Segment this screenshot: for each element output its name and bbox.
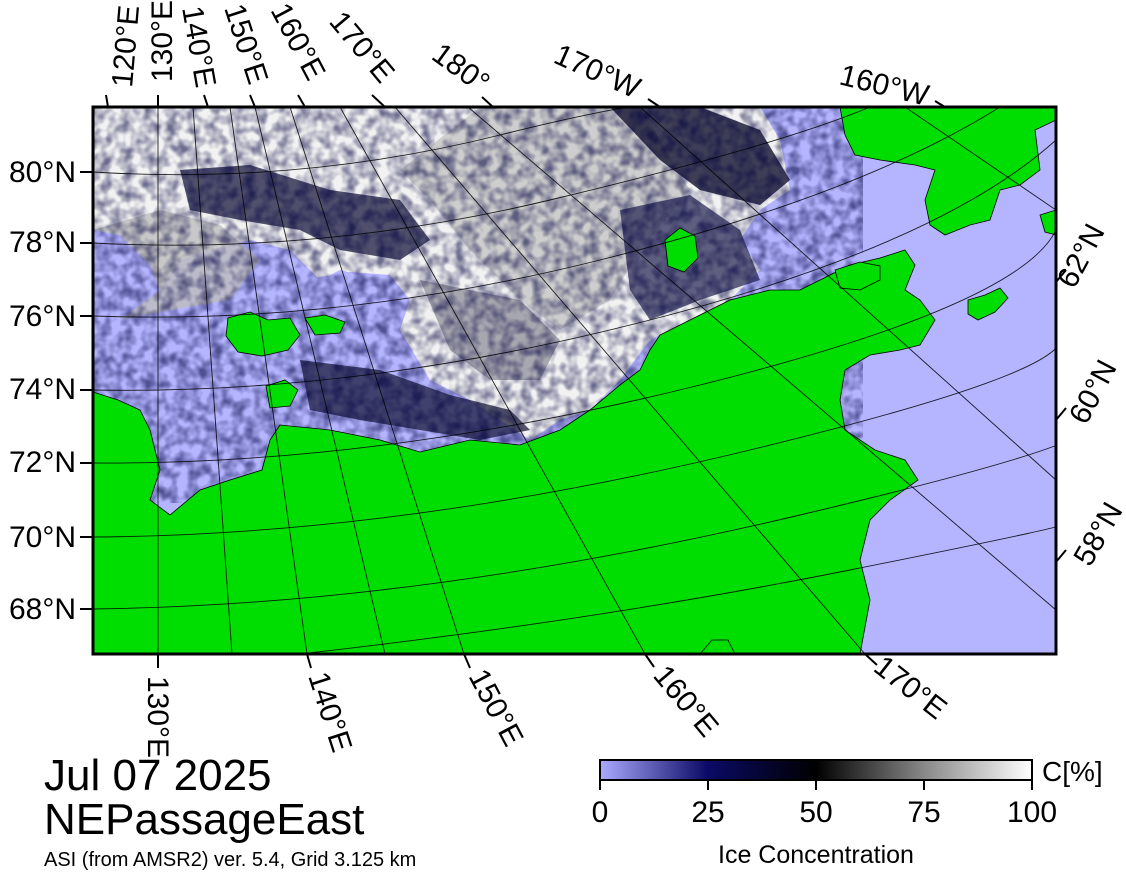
colorbar-tick-75: 75 bbox=[907, 796, 941, 829]
new-siberian-island-2 bbox=[304, 314, 346, 336]
map-frame bbox=[91, 105, 1058, 656]
region-name: NEPassageEast bbox=[44, 795, 365, 844]
right-ticks bbox=[1055, 269, 1067, 563]
st-lawrence-island bbox=[967, 287, 1009, 321]
left-latitude-labels: 80°N 78°N 76°N 74°N 72°N 70°N 68°N bbox=[9, 156, 76, 626]
lat-label-62n: 62°N bbox=[1051, 219, 1112, 294]
lon-label-120e: 120°E bbox=[106, 4, 146, 89]
lat-label-58n: 58°N bbox=[1067, 497, 1126, 572]
alaska-coast bbox=[839, 107, 1056, 236]
lat-label-60n: 60°N bbox=[1063, 355, 1124, 430]
wrangel-island bbox=[664, 227, 699, 273]
lon-label-bottom-150e: 150°E bbox=[462, 664, 530, 752]
lon-label-180: 180° bbox=[426, 37, 496, 100]
colorbar-ticks bbox=[599, 780, 1033, 790]
left-ticks bbox=[80, 171, 93, 610]
colorbar-label: Ice Concentration bbox=[718, 841, 914, 869]
new-siberian-island-3 bbox=[265, 379, 299, 409]
colorbar-tick-100: 100 bbox=[1006, 796, 1058, 829]
map-date: Jul 07 2025 bbox=[44, 751, 272, 800]
lat-label-68n: 68°N bbox=[9, 593, 76, 626]
lon-label-130e: 130°E bbox=[146, 0, 179, 82]
top-ticks bbox=[105, 94, 946, 108]
lon-label-160w: 160°W bbox=[836, 59, 932, 113]
bottom-coast-fragment bbox=[699, 639, 736, 654]
top-longitude-labels: 120°E 130°E 140°E 150°E 160°E 170°E 180°… bbox=[106, 0, 933, 113]
alaska-coast-2 bbox=[1039, 209, 1056, 236]
lat-label-74n: 74°N bbox=[9, 373, 76, 406]
map-panel bbox=[93, 107, 1056, 654]
lon-label-170w: 170°W bbox=[549, 38, 646, 105]
colorbar-tick-50: 50 bbox=[799, 796, 833, 829]
graticule-meridians bbox=[157, 107, 1056, 654]
lat-label-80n: 80°N bbox=[9, 156, 76, 189]
lat-label-72n: 72°N bbox=[9, 446, 76, 479]
colorbar-tick-0: 0 bbox=[591, 796, 609, 829]
lat-label-78n: 78°N bbox=[9, 226, 76, 259]
lon-label-bottom-130e: 130°E bbox=[141, 676, 174, 758]
graticule-parallels bbox=[93, 107, 1056, 654]
colorbar-unit: C[%] bbox=[1042, 756, 1103, 787]
lon-label-bottom-170e: 170°E bbox=[868, 650, 953, 727]
lon-label-bottom-140e: 140°E bbox=[301, 668, 358, 756]
colorbar bbox=[599, 759, 1033, 781]
bottom-ticks bbox=[157, 653, 878, 669]
lat-label-76n: 76°N bbox=[9, 300, 76, 333]
product-info: ASI (from AMSR2) ver. 5.4, Grid 3.125 km bbox=[44, 849, 417, 871]
right-latitude-labels: 62°N 60°N 58°N bbox=[1051, 219, 1126, 572]
chukotka-peninsula bbox=[834, 261, 881, 291]
lon-label-160e: 160°E bbox=[264, 0, 332, 86]
lon-label-170e: 170°E bbox=[323, 5, 401, 89]
colorbar-tick-25: 25 bbox=[691, 796, 725, 829]
siberia-mainland bbox=[93, 249, 936, 654]
lon-label-bottom-160e: 160°E bbox=[647, 659, 725, 743]
new-siberian-island bbox=[225, 311, 301, 357]
bottom-longitude-labels: 130°E 140°E 150°E 160°E 170°E bbox=[141, 650, 953, 759]
lat-label-70n: 70°N bbox=[9, 521, 76, 554]
lon-label-140e: 140°E bbox=[175, 3, 222, 90]
